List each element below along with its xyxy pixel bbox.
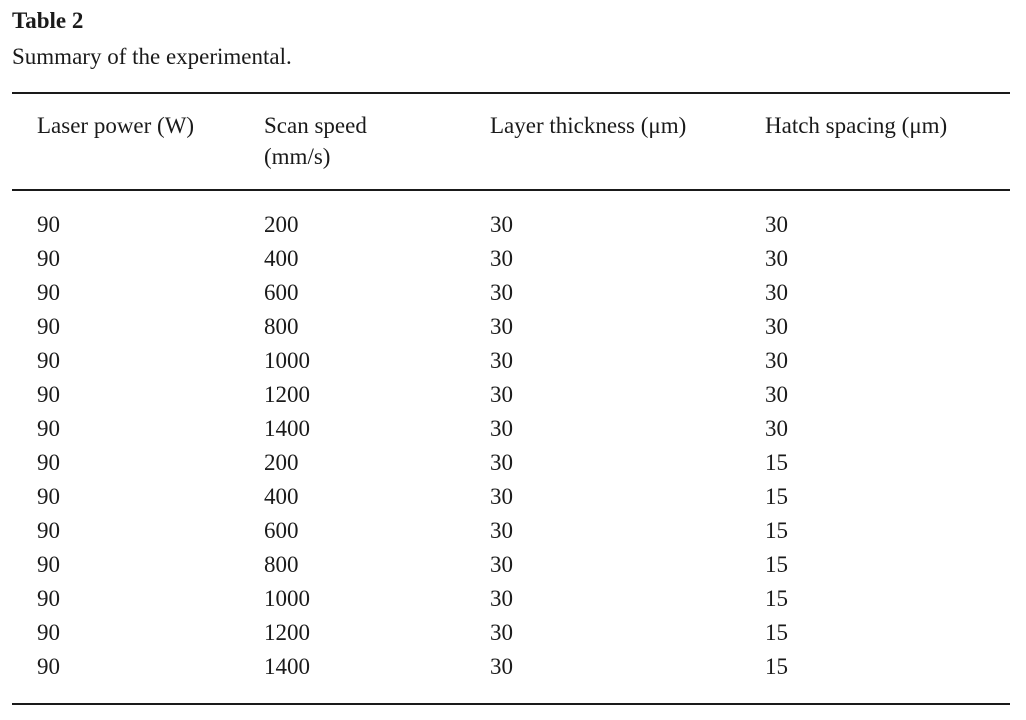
table-row: 90 400 30 15 bbox=[0, 480, 1026, 514]
cell-laser-power: 90 bbox=[37, 450, 60, 475]
column-header-hatch-spacing: Hatch spacing (μm) bbox=[765, 113, 948, 138]
cell-scan-speed: 1200 bbox=[264, 382, 310, 407]
cell-hatch-spacing: 15 bbox=[765, 450, 788, 475]
cell-scan-speed: 400 bbox=[264, 484, 299, 509]
cell-scan-speed: 800 bbox=[264, 552, 299, 577]
table-caption: Summary of the experimental. bbox=[12, 44, 292, 69]
column-header-layer-thickness: Layer thickness (μm) bbox=[490, 113, 687, 138]
cell-scan-speed: 400 bbox=[264, 246, 299, 271]
cell-layer-thickness: 30 bbox=[490, 348, 513, 373]
column-header-laser-power: Laser power (W) bbox=[37, 113, 195, 138]
cell-laser-power: 90 bbox=[37, 484, 60, 509]
table-row: 90 200 30 15 bbox=[0, 446, 1026, 480]
cell-scan-speed: 200 bbox=[264, 450, 299, 475]
cell-layer-thickness: 30 bbox=[490, 654, 513, 679]
cell-scan-speed: 1200 bbox=[264, 620, 310, 645]
table-row: 90 200 30 30 bbox=[0, 208, 1026, 242]
cell-scan-speed: 600 bbox=[264, 280, 299, 305]
cell-hatch-spacing: 15 bbox=[765, 654, 788, 679]
cell-scan-speed: 1400 bbox=[264, 654, 310, 679]
table-bottom-rule bbox=[12, 703, 1010, 705]
cell-hatch-spacing: 15 bbox=[765, 586, 788, 611]
cell-layer-thickness: 30 bbox=[490, 450, 513, 475]
cell-layer-thickness: 30 bbox=[490, 484, 513, 509]
cell-layer-thickness: 30 bbox=[490, 314, 513, 339]
table-row: 90 1000 30 15 bbox=[0, 582, 1026, 616]
table-row: 90 1200 30 15 bbox=[0, 616, 1026, 650]
cell-hatch-spacing: 30 bbox=[765, 416, 788, 441]
table-row: 90 1000 30 30 bbox=[0, 344, 1026, 378]
cell-layer-thickness: 30 bbox=[490, 382, 513, 407]
cell-scan-speed: 1000 bbox=[264, 586, 310, 611]
cell-laser-power: 90 bbox=[37, 416, 60, 441]
cell-scan-speed: 1400 bbox=[264, 416, 310, 441]
cell-hatch-spacing: 30 bbox=[765, 314, 788, 339]
cell-laser-power: 90 bbox=[37, 552, 60, 577]
table-row: 90 400 30 30 bbox=[0, 242, 1026, 276]
cell-scan-speed: 600 bbox=[264, 518, 299, 543]
cell-hatch-spacing: 30 bbox=[765, 348, 788, 373]
cell-layer-thickness: 30 bbox=[490, 246, 513, 271]
cell-hatch-spacing: 15 bbox=[765, 552, 788, 577]
cell-scan-speed: 1000 bbox=[264, 348, 310, 373]
cell-laser-power: 90 bbox=[37, 382, 60, 407]
cell-hatch-spacing: 15 bbox=[765, 518, 788, 543]
cell-scan-speed: 200 bbox=[264, 212, 299, 237]
table-row: 90 800 30 30 bbox=[0, 310, 1026, 344]
cell-laser-power: 90 bbox=[37, 348, 60, 373]
table-row: 90 1200 30 30 bbox=[0, 378, 1026, 412]
cell-laser-power: 90 bbox=[37, 212, 60, 237]
table-body: 90 200 30 30 90 400 30 30 90 600 30 30 90 800 30 30 90 10… bbox=[0, 208, 1026, 684]
cell-hatch-spacing: 15 bbox=[765, 484, 788, 509]
table-header-rule bbox=[12, 189, 1010, 191]
cell-laser-power: 90 bbox=[37, 654, 60, 679]
cell-layer-thickness: 30 bbox=[490, 416, 513, 441]
table-row: 90 800 30 15 bbox=[0, 548, 1026, 582]
table-row: 90 1400 30 15 bbox=[0, 650, 1026, 684]
cell-laser-power: 90 bbox=[37, 246, 60, 271]
column-header-scan-speed: Scan speed (mm/s) bbox=[264, 113, 367, 169]
cell-hatch-spacing: 15 bbox=[765, 620, 788, 645]
table-header-row: Laser power (W) Scan speed (mm/s) Layer … bbox=[0, 110, 1026, 180]
cell-laser-power: 90 bbox=[37, 518, 60, 543]
cell-hatch-spacing: 30 bbox=[765, 212, 788, 237]
table-row: 90 1400 30 30 bbox=[0, 412, 1026, 446]
cell-laser-power: 90 bbox=[37, 314, 60, 339]
cell-layer-thickness: 30 bbox=[490, 620, 513, 645]
cell-laser-power: 90 bbox=[37, 620, 60, 645]
table-label: Table 2 bbox=[12, 8, 84, 33]
cell-hatch-spacing: 30 bbox=[765, 382, 788, 407]
cell-layer-thickness: 30 bbox=[490, 552, 513, 577]
table-row: 90 600 30 15 bbox=[0, 514, 1026, 548]
cell-layer-thickness: 30 bbox=[490, 586, 513, 611]
cell-scan-speed: 800 bbox=[264, 314, 299, 339]
cell-layer-thickness: 30 bbox=[490, 518, 513, 543]
cell-layer-thickness: 30 bbox=[490, 212, 513, 237]
cell-layer-thickness: 30 bbox=[490, 280, 513, 305]
cell-hatch-spacing: 30 bbox=[765, 280, 788, 305]
cell-hatch-spacing: 30 bbox=[765, 246, 788, 271]
cell-laser-power: 90 bbox=[37, 280, 60, 305]
cell-laser-power: 90 bbox=[37, 586, 60, 611]
table-row: 90 600 30 30 bbox=[0, 276, 1026, 310]
table-top-rule bbox=[12, 92, 1010, 94]
